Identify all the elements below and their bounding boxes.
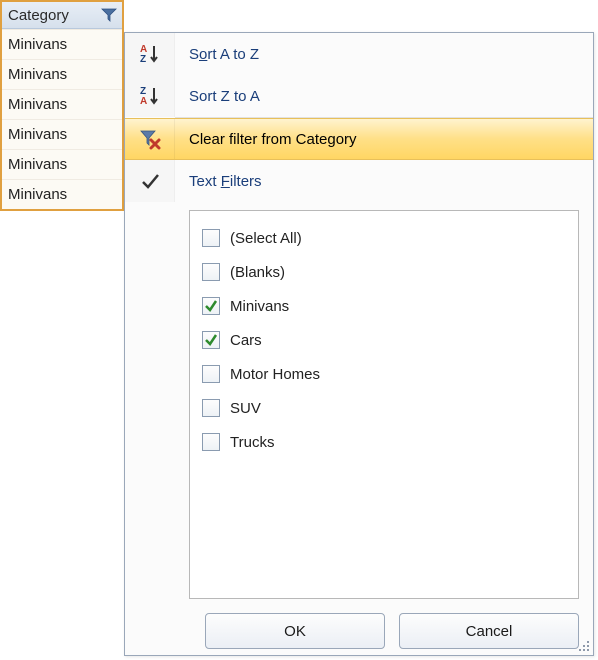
- sort-asc-label: Sort A to Z: [175, 46, 593, 63]
- filter-option[interactable]: SUV: [202, 391, 566, 425]
- sort-desc-label: Sort Z to A: [175, 88, 593, 105]
- filter-option-label: (Blanks): [230, 264, 285, 281]
- clear-filter-label: Clear filter from Category: [175, 131, 593, 148]
- grid-cell[interactable]: Minivans: [2, 59, 122, 89]
- checkmark-icon: [125, 160, 175, 202]
- filter-option[interactable]: Cars: [202, 323, 566, 357]
- grid-column: Category Minivans Minivans Minivans Mini…: [0, 0, 124, 211]
- grid-cell[interactable]: Minivans: [2, 149, 122, 179]
- text-filters-label: Text Filters: [175, 173, 593, 190]
- svg-text:A: A: [140, 96, 147, 107]
- filter-option-label: Cars: [230, 332, 262, 349]
- filter-option[interactable]: Motor Homes: [202, 357, 566, 391]
- filter-option-label: Motor Homes: [230, 366, 320, 383]
- grid-cell[interactable]: Minivans: [2, 119, 122, 149]
- checkbox[interactable]: [202, 399, 220, 417]
- checkbox[interactable]: [202, 433, 220, 451]
- filter-option[interactable]: Trucks: [202, 425, 566, 459]
- clear-filter-icon: [125, 119, 175, 159]
- filter-option[interactable]: Minivans: [202, 289, 566, 323]
- filter-option[interactable]: (Blanks): [202, 255, 566, 289]
- cancel-button[interactable]: Cancel: [399, 613, 579, 649]
- filter-menu: A Z Sort A to Z Z A Sort Z to A Clear: [124, 32, 594, 656]
- sort-desc-icon: Z A: [125, 75, 175, 117]
- resize-grip-icon[interactable]: [576, 638, 590, 652]
- filter-option-label: SUV: [230, 400, 261, 417]
- clear-filter-item[interactable]: Clear filter from Category: [125, 118, 593, 160]
- column-header-label: Category: [8, 7, 69, 24]
- svg-text:Z: Z: [140, 54, 146, 65]
- checkbox[interactable]: [202, 263, 220, 281]
- filter-option-label: Trucks: [230, 434, 274, 451]
- checkbox[interactable]: [202, 331, 220, 349]
- filter-option-label: Minivans: [230, 298, 289, 315]
- ok-button[interactable]: OK: [205, 613, 385, 649]
- filter-option[interactable]: (Select All): [202, 221, 566, 255]
- grid-cell[interactable]: Minivans: [2, 89, 122, 119]
- filter-values-list: (Select All) (Blanks) Minivans Cars Motor Ho…: [189, 210, 579, 599]
- filter-option-label: (Select All): [230, 230, 302, 247]
- checkbox[interactable]: [202, 229, 220, 247]
- grid-cell[interactable]: Minivans: [2, 29, 122, 59]
- column-header[interactable]: Category: [2, 2, 122, 29]
- filter-values-panel: (Select All) (Blanks) Minivans Cars Motor Ho…: [175, 202, 593, 599]
- checkbox[interactable]: [202, 365, 220, 383]
- text-filters-item[interactable]: Text Filters: [125, 160, 593, 202]
- grid-cell[interactable]: Minivans: [2, 179, 122, 209]
- filter-dropdown-icon[interactable]: [100, 6, 118, 24]
- button-row: OK Cancel: [175, 599, 593, 655]
- sort-desc-item[interactable]: Z A Sort Z to A: [125, 75, 593, 117]
- checkbox[interactable]: [202, 297, 220, 315]
- sort-asc-icon: A Z: [125, 33, 175, 75]
- sort-asc-item[interactable]: A Z Sort A to Z: [125, 33, 593, 75]
